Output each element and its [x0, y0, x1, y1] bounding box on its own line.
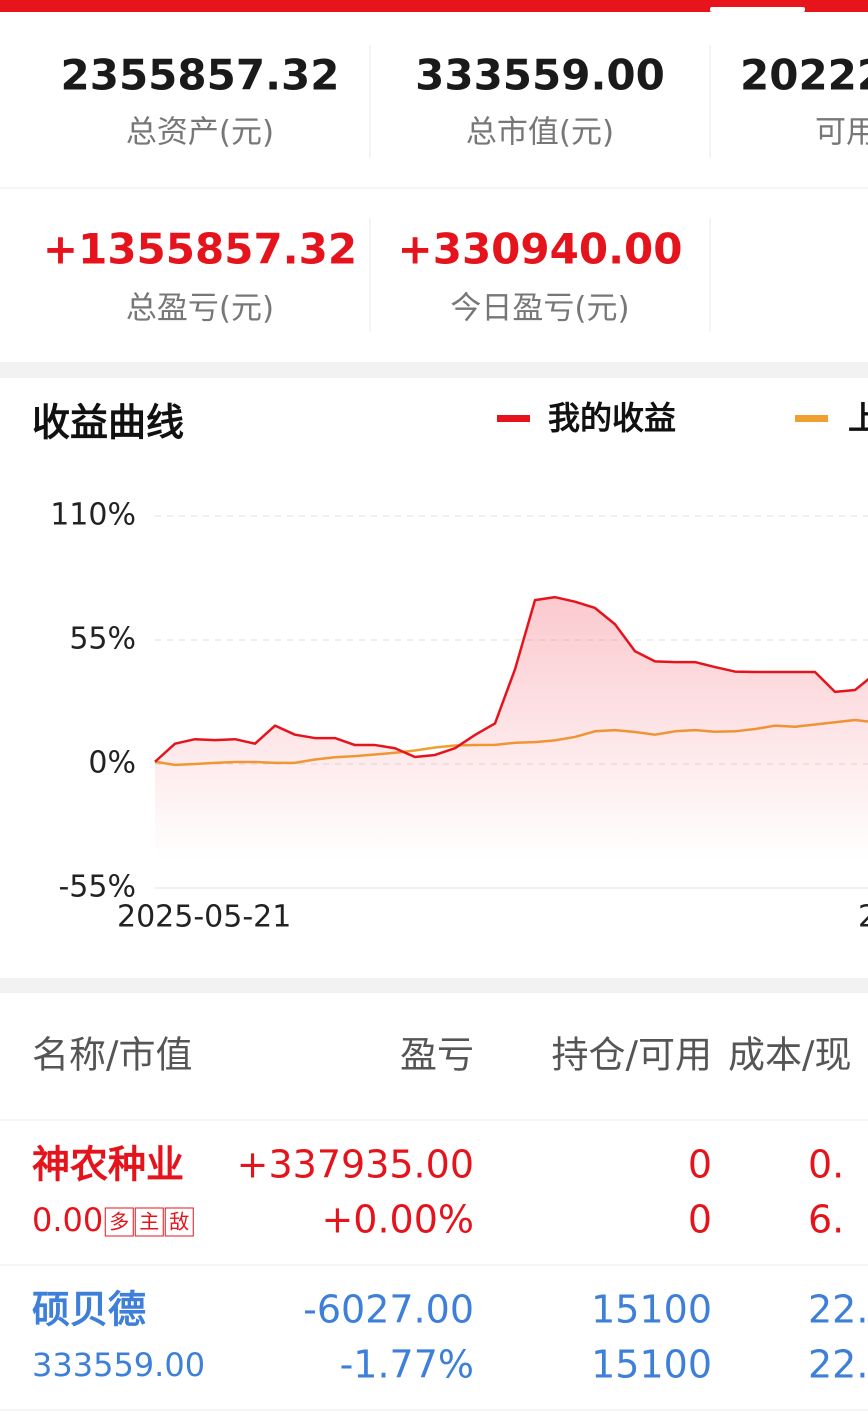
- y-tick-label: 0%: [88, 746, 136, 781]
- column-header: 名称/市值: [32, 1034, 192, 1077]
- price: 22.: [808, 1343, 868, 1387]
- chart-title: 收益曲线: [32, 401, 184, 445]
- pnl-pct: -1.77%: [340, 1343, 474, 1387]
- area-fill: [155, 597, 868, 860]
- status-bar: [0, 0, 868, 12]
- legend-label: 上: [848, 399, 868, 437]
- legend-swatch: [795, 415, 828, 422]
- tag-box: [164, 1207, 194, 1237]
- tag-box: [134, 1207, 164, 1237]
- y-tick-label: 110%: [50, 498, 136, 533]
- stat-label: 总市值(元): [466, 115, 614, 151]
- stat-value: 333559.00: [415, 51, 665, 100]
- column-header: 成本/现: [728, 1034, 851, 1077]
- stat-label: 今日盈亏(元): [450, 291, 629, 327]
- available: 15100: [591, 1343, 712, 1387]
- available: 0: [688, 1198, 712, 1242]
- pnl: -6027.00: [303, 1288, 474, 1332]
- y-tick-label: 55%: [69, 622, 136, 657]
- position: 0: [688, 1143, 712, 1187]
- market-value: 333559.00: [32, 1346, 205, 1384]
- position: 15100: [591, 1288, 712, 1332]
- pnl-pct: +0.00%: [321, 1198, 474, 1242]
- section-gap: [0, 978, 868, 993]
- stat-value: 2355857.32: [61, 51, 340, 100]
- price: 6.: [808, 1198, 844, 1242]
- stat-label: 总盈亏(元): [126, 291, 274, 327]
- stat-label: 总资产(元): [126, 115, 274, 151]
- tag: 多: [109, 1210, 129, 1234]
- stat-value: +330940.00: [398, 225, 683, 274]
- series-line: [154, 595, 868, 763]
- pnl: +337935.00: [237, 1143, 474, 1187]
- tab-indicator: [710, 7, 805, 12]
- section-gap: [0, 362, 868, 378]
- column-header: 持仓/可用: [552, 1034, 712, 1077]
- tag-box: [104, 1207, 134, 1237]
- stat-label: 可用: [815, 115, 868, 151]
- stat-value: 20222: [740, 51, 868, 100]
- tag: 主: [139, 1210, 159, 1234]
- market-value: 0.00: [32, 1201, 103, 1239]
- column-header: 盈亏: [400, 1034, 474, 1077]
- x-tick-label: 2025-05-21: [117, 900, 291, 935]
- y-tick-label: -55%: [58, 870, 136, 905]
- cost: 0.: [808, 1143, 844, 1187]
- legend-label: 我的收益: [548, 399, 676, 437]
- x-tick-label: 2: [858, 900, 868, 935]
- stock-name: 神农种业: [32, 1143, 184, 1187]
- stat-value: +1355857.32: [43, 225, 357, 274]
- legend-swatch: [497, 415, 530, 422]
- tag: 敌: [169, 1210, 189, 1234]
- stock-name: 硕贝德: [32, 1288, 146, 1332]
- cost: 22.: [808, 1288, 868, 1332]
